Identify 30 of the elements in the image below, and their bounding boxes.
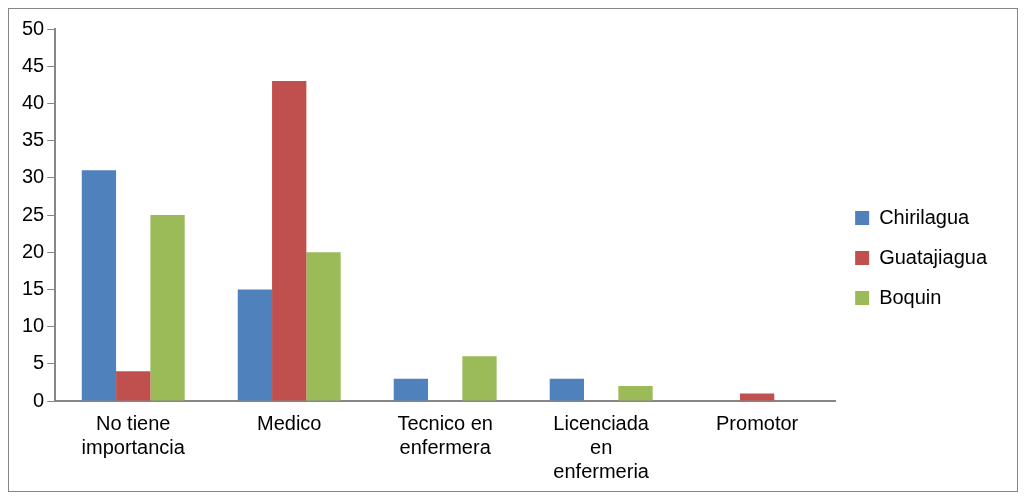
legend-label: Boquin — [879, 285, 942, 308]
bar — [81, 170, 117, 401]
bar — [272, 81, 307, 401]
x-tick-label: Licenciada en enfermeria — [553, 411, 650, 482]
legend-label: Guatajiagua — [879, 245, 988, 268]
bar — [150, 215, 185, 401]
bar — [549, 378, 585, 401]
y-tick-label: 10 — [22, 314, 45, 337]
x-tick-label: Promotor — [716, 411, 799, 434]
bar — [618, 386, 653, 401]
y-tick-label: 35 — [22, 128, 45, 151]
bar — [393, 378, 429, 401]
legend-label: Chirilagua — [879, 205, 971, 228]
y-tick-label: 15 — [22, 276, 45, 299]
bar — [116, 371, 151, 401]
x-tick-label: Medico — [256, 411, 322, 434]
bar — [237, 289, 273, 401]
y-tick-label: 40 — [22, 90, 45, 113]
y-tick-label: 30 — [22, 165, 45, 188]
y-tick-label: 5 — [33, 351, 45, 374]
y-tick-label: 45 — [22, 53, 45, 76]
y-tick-label: 20 — [22, 239, 45, 262]
bar — [739, 393, 775, 401]
x-tick-label: Tecnico en enfermera — [397, 411, 493, 458]
y-tick-label: 0 — [33, 388, 45, 411]
y-tick-label: 25 — [22, 202, 45, 225]
x-tick-label: No tiene importancia — [81, 411, 186, 458]
bar — [306, 252, 341, 401]
bar — [462, 356, 497, 401]
y-tick-label: 50 — [22, 16, 45, 39]
